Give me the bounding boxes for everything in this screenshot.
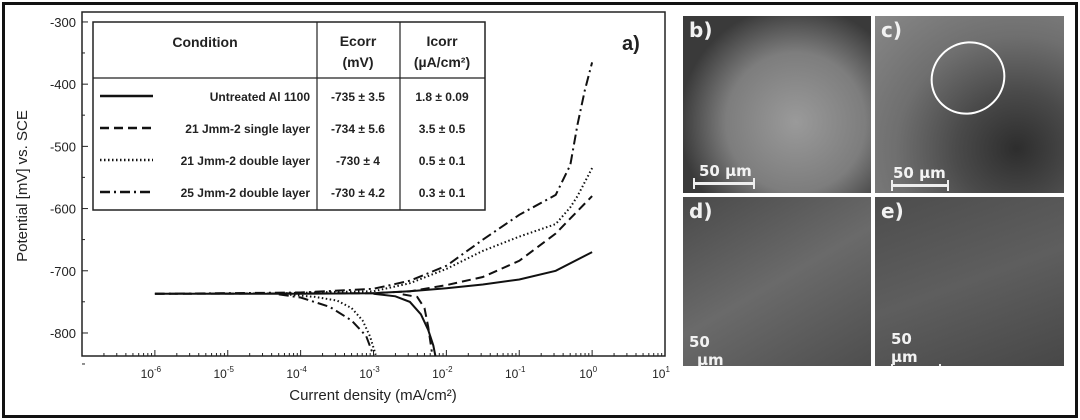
- y-tick-label: -700: [50, 264, 76, 279]
- legend-icorr: 3.5 ± 0.5: [419, 122, 466, 136]
- sem-image-d: d) 50 µm: [683, 197, 871, 366]
- legend-condition: 21 Jmm-2 single layer: [185, 122, 310, 136]
- x-axis-label: Current density (mA/cm²): [289, 387, 457, 404]
- header-icorr: Icorr: [426, 33, 458, 49]
- series-4-anodic-line: [154, 62, 594, 295]
- sem-image-c: c) 50 µm: [875, 16, 1064, 193]
- sem-image-b: b) 50 µm: [683, 16, 871, 193]
- series-2-anodic-line: [154, 195, 593, 295]
- x-tick-label: 10-5: [214, 365, 235, 381]
- x-tick-label: 10-6: [141, 365, 162, 381]
- legend-ecorr: -730 ± 4: [336, 154, 380, 168]
- scale-bar-d: 50 µm: [689, 333, 741, 366]
- y-tick-label: -400: [50, 77, 76, 92]
- y-axis-label: Potential [mV] vs. SCE: [14, 110, 31, 262]
- legend-icorr: 0.5 ± 0.1: [419, 154, 466, 168]
- series-3-anodic-line: [285, 167, 593, 295]
- sem-image-e: e) 50 µm: [875, 197, 1064, 366]
- x-tick-label: 10-4: [286, 365, 307, 381]
- polarization-chart: 10-6 10-5 10-4 10-3 10-2 10-1 100 101 -300 -400 -5…: [14, 11, 670, 404]
- legend-condition: Untreated Al 1100: [210, 90, 311, 104]
- series-3-cathodic-line: [285, 293, 377, 356]
- legend-table: Condition Ecorr (mV) Icorr (µA/cm²) Untr…: [92, 21, 486, 211]
- legend-icorr: 1.8 ± 0.09: [415, 90, 469, 104]
- scale-bar-e: 50 µm: [891, 330, 941, 366]
- header-ecorr-unit: (mV): [342, 54, 373, 70]
- legend-condition: 25 Jmm-2 double layer: [181, 186, 311, 200]
- sem-label-c: c): [881, 18, 902, 42]
- x-tick-label: 100: [579, 365, 597, 381]
- scale-text-d: 50 µm: [689, 333, 724, 366]
- legend-ecorr: -735 ± 3.5: [331, 90, 385, 104]
- series-2-cathodic-line: [402, 293, 433, 352]
- sem-label-b: b): [689, 18, 713, 42]
- series-1-cathodic-line: [373, 292, 437, 357]
- scale-text-b: 50 µm: [699, 162, 752, 180]
- y-tick-label: -500: [50, 139, 76, 154]
- legend-icorr: 0.3 ± 0.1: [419, 186, 466, 200]
- scale-text-e: 50 µm: [891, 330, 918, 366]
- x-tick-label: 10-1: [505, 365, 526, 381]
- series-4-cathodic-line: [278, 293, 373, 352]
- y-tick-label: -800: [50, 326, 76, 341]
- x-tick-label: 10-2: [432, 365, 453, 381]
- y-tick-label: -600: [50, 202, 76, 217]
- x-tick-label: 10-3: [359, 365, 380, 381]
- legend-ecorr: -734 ± 5.6: [331, 122, 385, 136]
- legend-condition: 21 Jmm-2 double layer: [181, 154, 311, 168]
- scale-text-c: 50 µm: [893, 164, 946, 182]
- x-tick-label: 101: [652, 365, 670, 381]
- sem-label-d: d): [689, 199, 713, 223]
- highlight-ellipse: [916, 26, 1020, 130]
- scale-bar-c: 50 µm: [891, 164, 949, 191]
- header-condition: Condition: [172, 34, 237, 50]
- header-icorr-unit: (µA/cm²): [414, 54, 470, 70]
- y-tick-label: -300: [50, 15, 76, 30]
- legend-ecorr: -730 ± 4.2: [331, 186, 385, 200]
- sem-label-e: e): [881, 199, 904, 223]
- header-ecorr: Ecorr: [340, 33, 377, 49]
- panel-a-label: a): [622, 33, 640, 55]
- scale-bar-b: 50 µm: [693, 162, 755, 189]
- series-1-anodic-line: [154, 251, 593, 295]
